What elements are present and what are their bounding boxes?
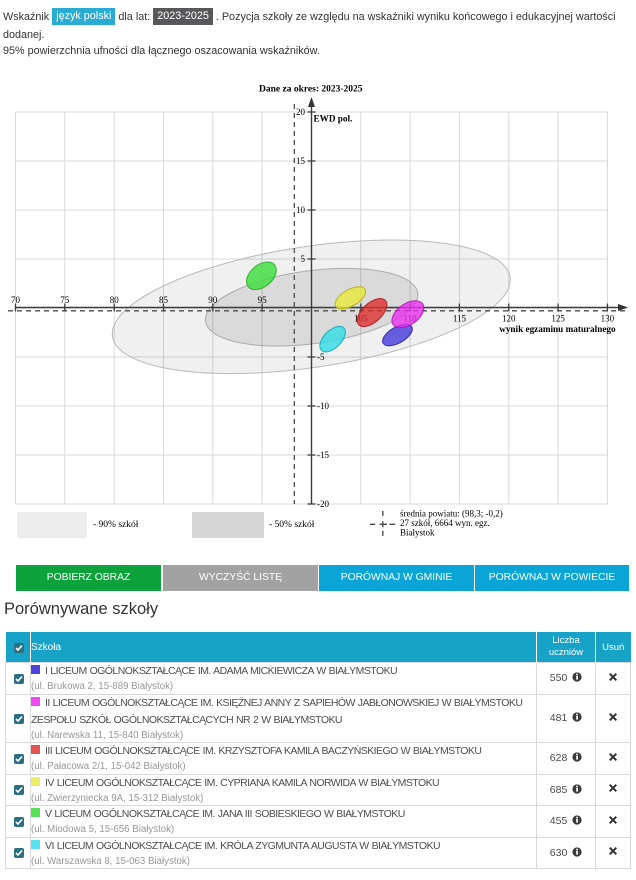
svg-text:-15: -15	[317, 450, 329, 460]
svg-text:- 50% szkół: - 50% szkół	[269, 520, 315, 530]
svg-text:10: 10	[296, 205, 306, 215]
svg-text:-10: -10	[317, 401, 329, 411]
svg-text:wynik egzaminu maturalnego: wynik egzaminu maturalnego	[499, 324, 616, 334]
svg-text:20: 20	[296, 107, 306, 117]
svg-text:85: 85	[159, 295, 169, 305]
svg-text:Białystok: Białystok	[400, 528, 435, 538]
svg-text:75: 75	[60, 295, 70, 305]
svg-text:90: 90	[208, 295, 218, 305]
svg-text:27 szkół, 6664 wyn. egz.: 27 szkół, 6664 wyn. egz.	[400, 518, 490, 528]
svg-text:70: 70	[11, 295, 21, 305]
svg-text:80: 80	[110, 295, 120, 305]
svg-text:15: 15	[296, 156, 306, 166]
svg-text:Dane za okres: 2023-2025: Dane za okres: 2023-2025	[259, 84, 363, 94]
svg-text:średnia powiatu: (98,3; -0,2): średnia powiatu: (98,3; -0,2)	[400, 509, 503, 519]
svg-text:115: 115	[453, 314, 467, 324]
svg-text:5: 5	[301, 254, 306, 264]
svg-text:95: 95	[258, 295, 268, 305]
svg-text:- 90% szkół: - 90% szkół	[93, 520, 139, 530]
svg-text:-20: -20	[317, 499, 329, 509]
svg-text:EWD pol.: EWD pol.	[314, 114, 353, 124]
svg-text:125: 125	[551, 314, 565, 324]
svg-text:-5: -5	[317, 352, 325, 362]
svg-text:130: 130	[601, 314, 615, 324]
svg-text:120: 120	[502, 314, 516, 324]
